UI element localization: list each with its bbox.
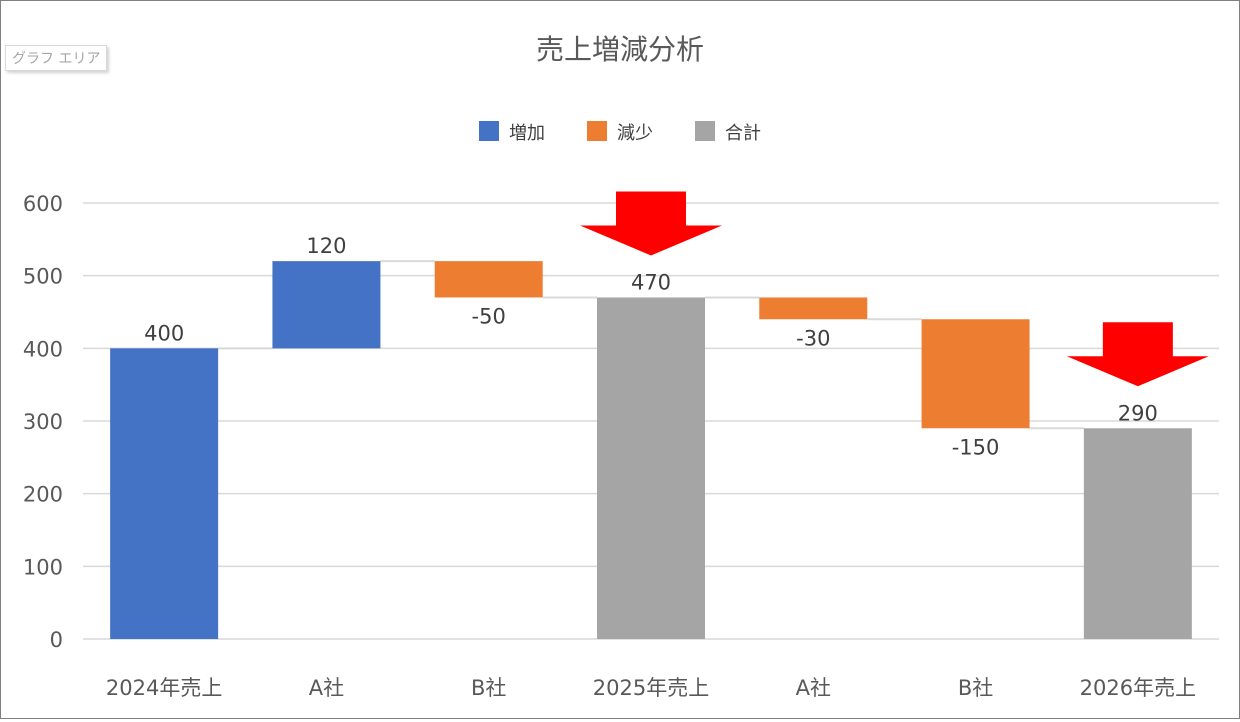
down-arrow-annotation <box>580 191 722 256</box>
data-label: -50 <box>472 304 506 328</box>
data-label: 120 <box>306 234 346 258</box>
legend-swatch-decrease <box>587 121 607 141</box>
x-tick-label: A社 <box>309 676 344 700</box>
data-label: -30 <box>796 326 830 350</box>
legend: 増加 減少 合計 <box>479 121 761 144</box>
data-label: 470 <box>631 270 671 294</box>
bar-decrease <box>434 261 543 298</box>
y-tick-label: 600 <box>23 192 63 216</box>
x-axis: 2024年売上 A社 B社 2025年売上 A社 B社 2026年売上 <box>106 676 1196 700</box>
legend-label-total: 合計 <box>725 123 761 144</box>
chart-area-tooltip: グラフ エリア <box>5 45 108 71</box>
y-axis: 0 100 200 300 400 500 600 <box>23 192 63 652</box>
bar-total <box>1083 428 1192 639</box>
y-tick-label: 300 <box>23 410 63 434</box>
annotations <box>580 191 1209 387</box>
y-tick-label: 100 <box>23 555 63 579</box>
y-tick-label: 200 <box>23 483 63 507</box>
connector-lines <box>218 260 1084 430</box>
bar-decrease <box>921 319 1030 429</box>
chart-title: 売上増減分析 <box>536 33 704 66</box>
bar-total <box>597 297 705 639</box>
legend-label-decrease: 減少 <box>617 123 653 144</box>
x-tick-label: B社 <box>471 676 506 700</box>
data-label: 400 <box>144 321 184 345</box>
x-tick-label: 2026年売上 <box>1080 676 1196 700</box>
data-labels: 400 120 -50 470 -30 -150 290 <box>144 234 1158 459</box>
y-tick-label: 400 <box>23 337 63 361</box>
y-tick-label: 500 <box>23 265 63 289</box>
legend-label-increase: 増加 <box>509 123 545 144</box>
x-tick-label: 2024年売上 <box>106 676 222 700</box>
bars <box>110 261 1192 639</box>
data-label: 290 <box>1118 401 1158 425</box>
legend-swatch-total <box>695 121 715 141</box>
x-tick-label: 2025年売上 <box>593 676 709 700</box>
y-tick-label: 0 <box>50 628 63 652</box>
bar-decrease <box>759 297 868 320</box>
x-tick-label: B社 <box>958 676 993 700</box>
down-arrow-annotation <box>1066 322 1209 387</box>
bar-increase <box>272 261 381 349</box>
legend-swatch-increase <box>479 121 499 141</box>
bar-increase <box>110 348 219 639</box>
data-label: -150 <box>952 435 1000 459</box>
x-tick-label: A社 <box>796 676 831 700</box>
